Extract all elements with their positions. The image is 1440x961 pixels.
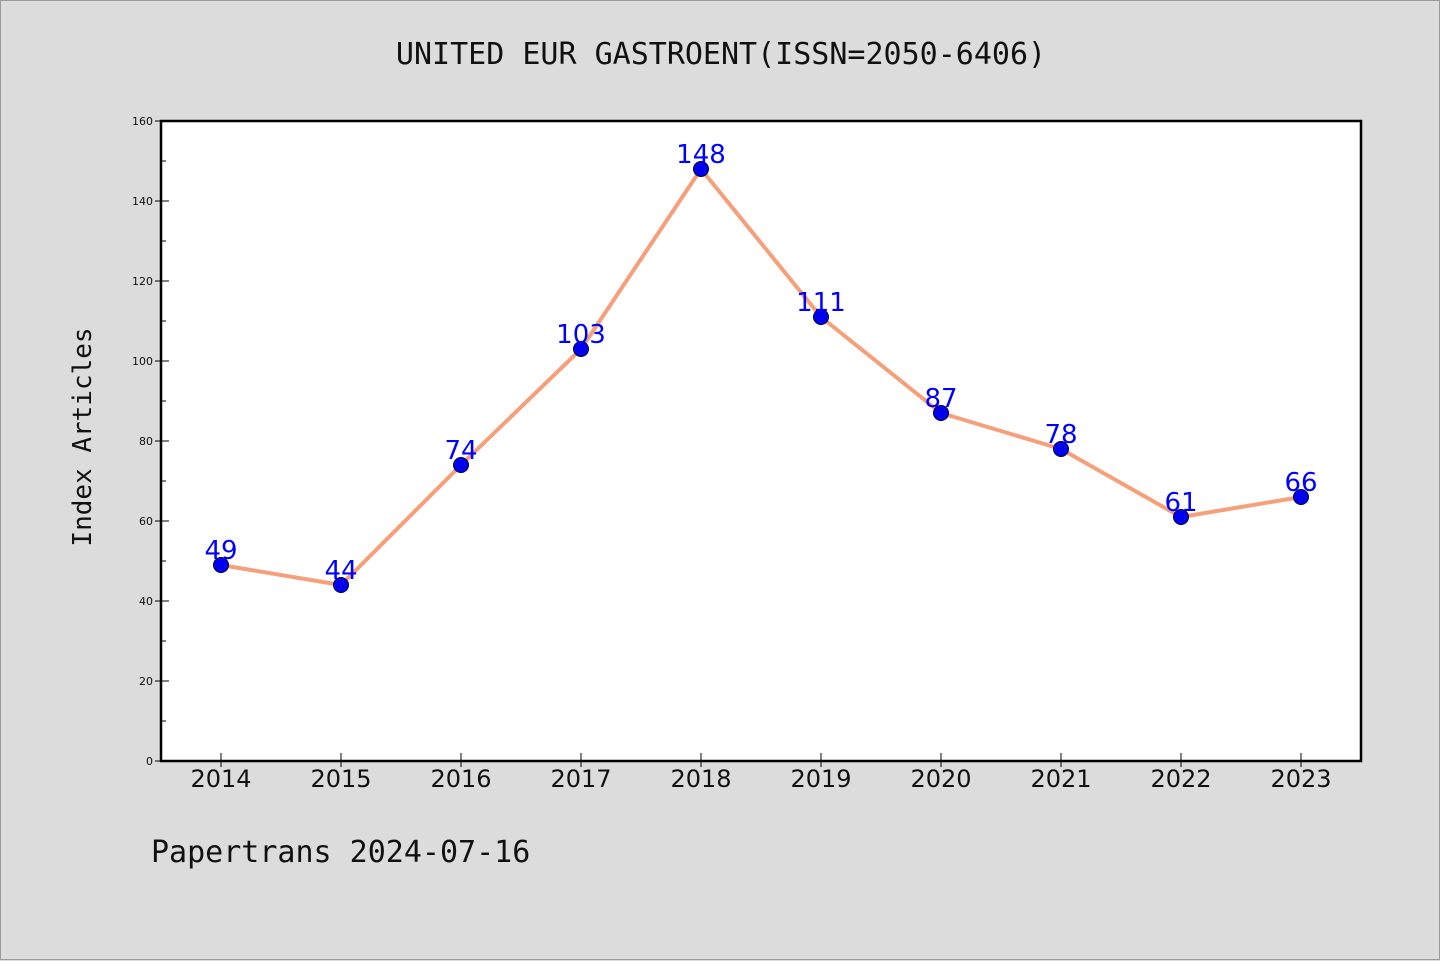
plot-area [161, 121, 1361, 761]
y-tick-label: 40 [139, 595, 153, 608]
data-label-2023: 66 [1284, 468, 1317, 498]
x-tick-label-2019: 2019 [790, 765, 851, 793]
y-tick-label: 60 [139, 515, 153, 528]
x-tick-label-2017: 2017 [550, 765, 611, 793]
y-tick-label: 120 [132, 275, 153, 288]
x-tick-label-2022: 2022 [1150, 765, 1211, 793]
data-label-2022: 61 [1164, 488, 1197, 518]
y-tick-label: 20 [139, 675, 153, 688]
data-point-2021 [1053, 441, 1069, 457]
x-tick-label-2018: 2018 [670, 765, 731, 793]
x-tick-label-2020: 2020 [910, 765, 971, 793]
chart-title: UNITED EUR GASTROENT(ISSN=2050-6406) [395, 37, 1047, 72]
y-tick-label: 0 [146, 755, 153, 768]
data-label-2020: 87 [924, 384, 957, 414]
y-tick-label: 100 [132, 355, 153, 368]
x-tick-label-2015: 2015 [310, 765, 371, 793]
data-point-2015 [333, 577, 349, 593]
data-label-2021: 78 [1044, 420, 1077, 450]
footer-note: Papertrans 2024-07-16 [151, 835, 531, 870]
data-point-2016 [453, 457, 469, 473]
data-label-2015: 44 [324, 556, 357, 586]
data-label-2018: 148 [676, 140, 726, 170]
data-point-2014 [213, 557, 229, 573]
x-tick-label-2014: 2014 [190, 765, 251, 793]
data-point-2019 [813, 309, 829, 325]
y-tick-label: 80 [139, 435, 153, 448]
data-label-2017: 103 [556, 320, 606, 350]
x-tick-label-2021: 2021 [1030, 765, 1091, 793]
data-point-2023 [1293, 489, 1309, 505]
y-tick-label: 140 [132, 195, 153, 208]
data-point-2017 [573, 341, 589, 357]
data-point-2022 [1173, 509, 1189, 525]
data-point-2018 [693, 161, 709, 177]
data-label-2014: 49 [204, 536, 237, 566]
x-tick-label-2016: 2016 [430, 765, 491, 793]
x-tick-label-2023: 2023 [1270, 765, 1331, 793]
y-axis-label: Index Articles [68, 327, 98, 546]
data-point-2020 [933, 405, 949, 421]
data-label-2019: 111 [796, 288, 846, 318]
data-label-2016: 74 [444, 436, 477, 466]
y-tick-label: 160 [132, 115, 153, 128]
series-line [219, 167, 1303, 587]
plot-border [159, 119, 1363, 763]
